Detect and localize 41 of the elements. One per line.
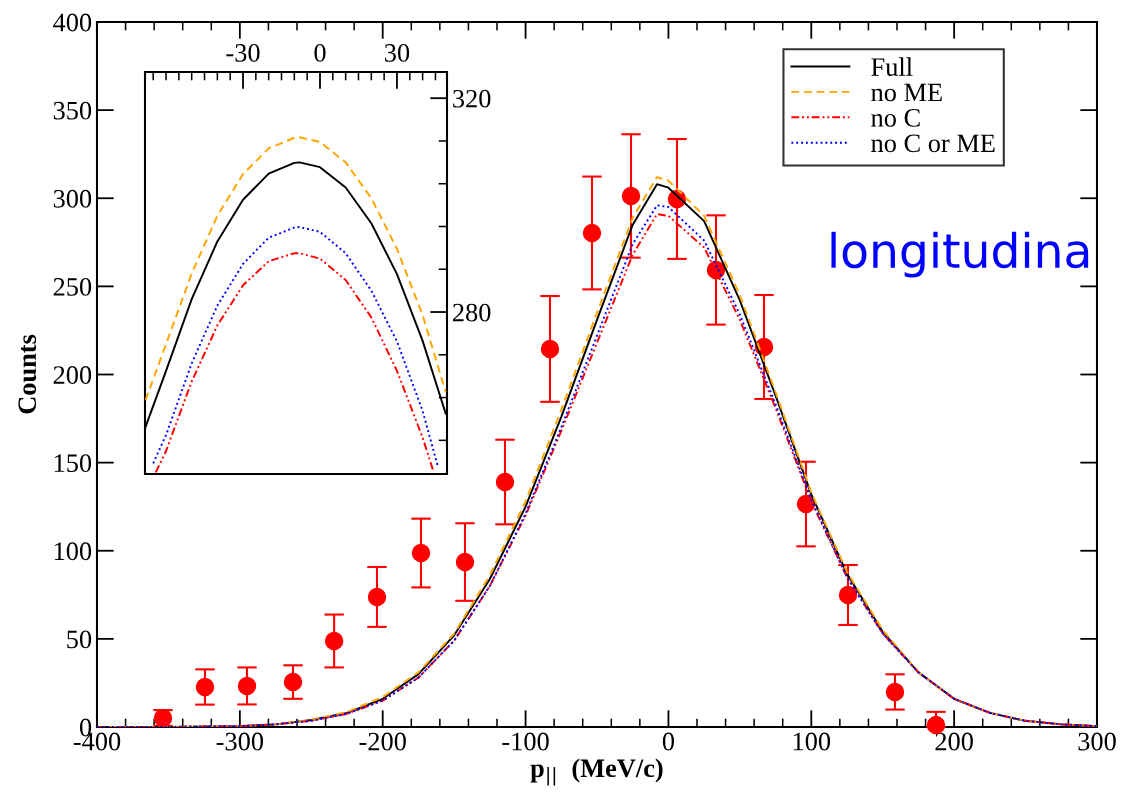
x-tick-label: 0 [662,732,675,751]
point [237,676,257,696]
point [195,677,215,697]
point [838,585,858,605]
point [540,339,560,359]
point [324,631,344,651]
x-tick-label: -100 [502,732,549,751]
point [411,543,431,563]
y-tick-label: 200 [53,366,92,384]
y-tick-label: 150 [54,454,92,473]
y-tick-label: 300 [53,189,92,208]
legend-label: no C or ME [871,134,995,153]
y-tick-label: 400 [53,13,92,32]
x-tick-label: 0 [314,43,326,62]
annotation: longitudina [831,231,1089,278]
point [283,672,303,692]
point [621,186,641,206]
legend-label: no ME [871,83,942,102]
point [455,552,475,572]
x-axis-title: p$_{||}$ (MeV/c) [530,758,663,786]
x-tick-label: -300 [216,732,264,751]
y-tick-label: 100 [54,542,92,561]
x-tick-label: 100 [793,732,831,751]
y-tick-label: 280 [453,303,491,322]
y-tick-label: 250 [53,277,92,296]
x-tick-label: 300 [1078,732,1116,751]
point [367,587,387,607]
y-axis-title: Counts [18,334,37,414]
x-tick-label: 200 [935,732,973,751]
point [582,223,602,243]
y-tick-label: 320 [453,89,491,108]
y-tick-label: 50 [67,630,92,649]
line-series [145,136,447,402]
y-tick-label: 350 [53,101,92,120]
x-tick-label: -30 [226,43,260,62]
x-tick-label: 30 [385,43,410,62]
legend-label: no C [871,109,920,127]
legend-label: Full [871,57,913,76]
point [885,682,905,702]
point [495,472,515,492]
x-tick-label: -200 [359,732,406,751]
